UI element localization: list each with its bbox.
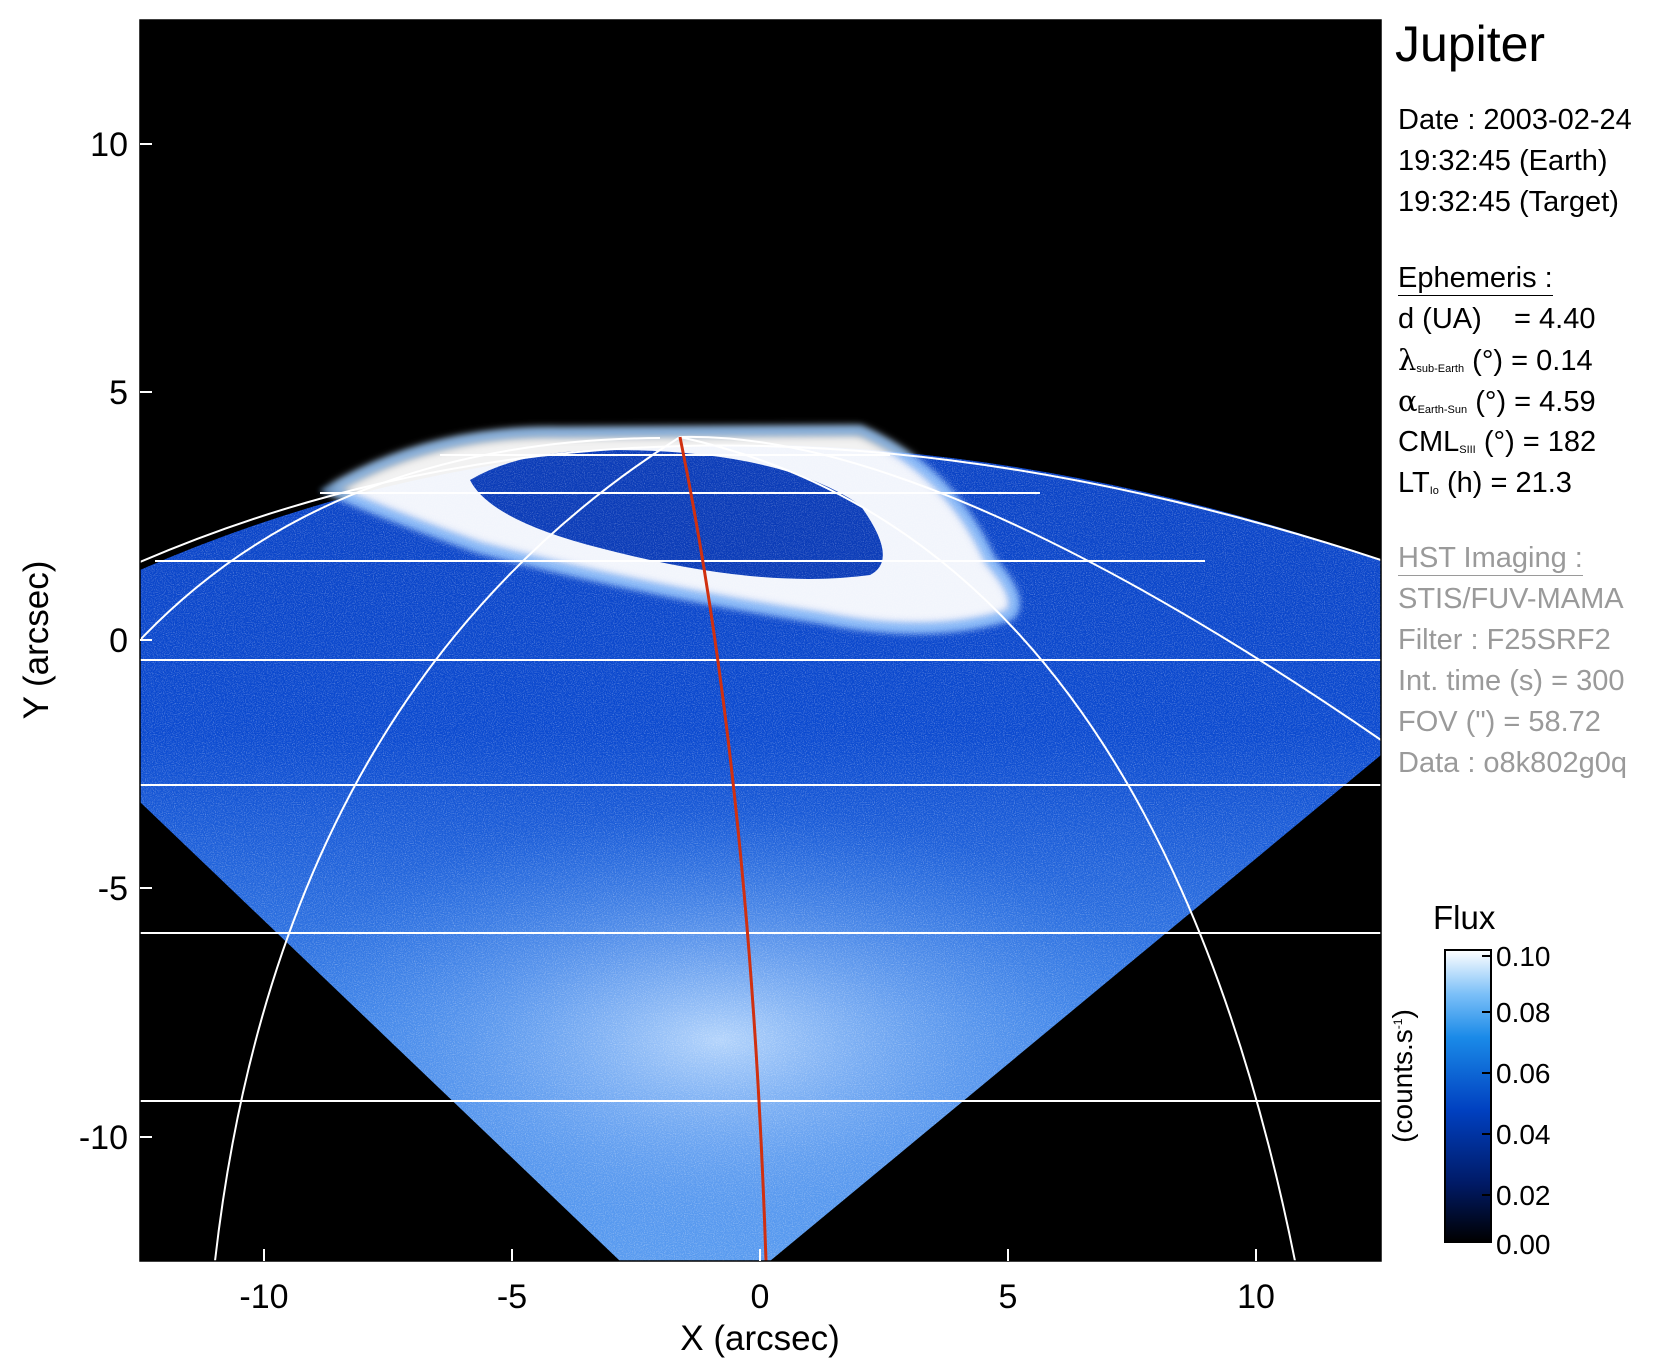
integration-time: Int. time (s) = 300	[1398, 665, 1625, 697]
y-tick-label: -10	[79, 1119, 128, 1157]
colorbar-unit: (counts.s-1)	[1387, 1009, 1418, 1143]
observation-info: Date : 2003-02-24 19:32:45 (Earth) 19:32…	[1398, 100, 1632, 223]
longitude-grid	[140, 435, 1381, 1261]
x-tick-label: 5	[999, 1278, 1018, 1316]
x-tick-label: 10	[1237, 1278, 1275, 1316]
y-tick-label: 10	[90, 126, 128, 164]
date-line: Date : 2003-02-24	[1398, 104, 1632, 136]
y-axis-label: Y (arcsec)	[17, 561, 56, 720]
x-axis-label: X (arcsec)	[680, 1319, 839, 1358]
tick-marks	[140, 143, 1257, 1261]
ephemeris-block: Ephemeris : d (UA) = 4.40 λsub-Earth (°)…	[1398, 258, 1596, 504]
filter: Filter : F25SRF2	[1398, 624, 1611, 656]
auroral-oval	[319, 424, 1020, 634]
colorbar-tick-label: 0.08	[1496, 997, 1551, 1028]
colorbar-title: Flux	[1433, 899, 1496, 936]
colorbar-tick-label: 0.00	[1496, 1229, 1551, 1260]
ephemeris-distance: d (UA) = 4.40	[1398, 303, 1596, 335]
hst-header: HST Imaging :	[1398, 542, 1583, 576]
colorbar-tick-label: 0.04	[1496, 1119, 1551, 1150]
earth-time: 19:32:45 (Earth)	[1398, 145, 1608, 177]
ephemeris-cml: CMLSIII (°) = 182	[1398, 426, 1597, 458]
data-id: Data : o8k802g0q	[1398, 747, 1627, 779]
colorbar-tick-label: 0.10	[1496, 941, 1551, 972]
x-tick-label: -5	[497, 1278, 527, 1316]
y-tick-label: 5	[109, 374, 128, 412]
colorbar	[1444, 949, 1492, 1243]
colorbar-tick-label: 0.06	[1496, 1058, 1551, 1089]
panel-title: Jupiter	[1395, 16, 1546, 72]
ephemeris-sub-earth-latitude: λsub-Earth (°) = 0.14	[1398, 343, 1593, 377]
y-tick-label: -5	[98, 870, 128, 908]
field-of-view: FOV (") = 58.72	[1398, 706, 1601, 738]
central-meridian-line	[678, 436, 768, 1261]
ephemeris-phase-angle: αEarth-Sun (°) = 4.59	[1398, 384, 1596, 418]
x-tick-label: -10	[239, 1278, 288, 1316]
ephemeris-header: Ephemeris :	[1398, 262, 1553, 296]
colorbar-tick-label: 0.02	[1496, 1180, 1551, 1211]
x-tick-label: 0	[751, 1278, 770, 1316]
ephemeris-io-local-time: LTIo (h) = 21.3	[1398, 467, 1572, 499]
hst-imaging-block: HST Imaging : STIS/FUV-MAMA Filter : F25…	[1398, 538, 1627, 784]
instrument: STIS/FUV-MAMA	[1398, 583, 1624, 615]
target-time: 19:32:45 (Target)	[1398, 186, 1619, 218]
y-tick-label: 0	[109, 622, 128, 660]
latitude-grid	[140, 454, 1381, 1102]
colorbar-ticks	[1482, 955, 1491, 1243]
